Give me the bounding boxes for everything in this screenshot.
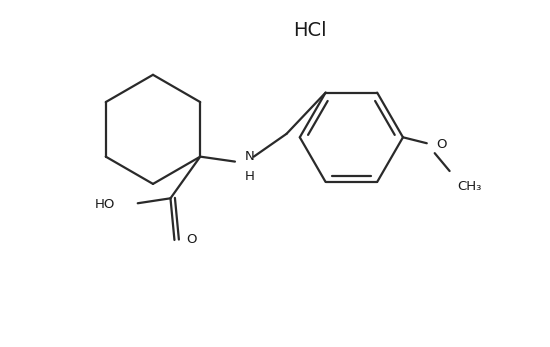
Text: CH₃: CH₃ [458,180,482,193]
Text: H: H [245,170,255,183]
Text: HCl: HCl [293,21,327,40]
Text: O: O [186,234,196,246]
Text: O: O [437,138,447,151]
Text: HO: HO [95,198,115,211]
Text: N: N [245,150,255,163]
